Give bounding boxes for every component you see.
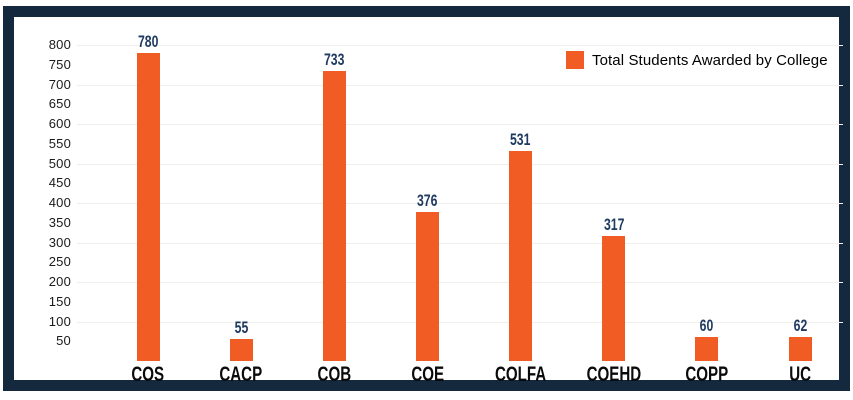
bar-cob xyxy=(322,71,346,361)
y-axis-tick-label-150: 150 xyxy=(48,293,71,309)
x-axis-category-label-copp: COPP xyxy=(685,363,729,386)
bar-cacp xyxy=(229,339,253,361)
legend-swatch-icon xyxy=(566,51,584,69)
y-axis-tick-label-300: 300 xyxy=(48,234,71,250)
bar-coe xyxy=(415,212,439,361)
x-axis-category-label-uc: UC xyxy=(789,363,811,386)
x-axis-category-label-cos: COS xyxy=(131,363,165,386)
bar-value-label-cacp: 55 xyxy=(234,318,248,338)
gridline-500 xyxy=(77,163,843,165)
y-axis-tick-label-600: 600 xyxy=(48,116,71,131)
bar-cos xyxy=(136,52,160,361)
bar-value-label-coe: 376 xyxy=(417,191,438,211)
gridline-200 xyxy=(77,282,843,283)
gridline-600 xyxy=(77,124,843,125)
y-axis-tick-label-250: 250 xyxy=(48,254,71,270)
x-axis-category-label-colfa: COLFA xyxy=(494,363,547,386)
bar-uc xyxy=(788,336,812,361)
bar-colfa xyxy=(509,151,533,361)
gridline-100 xyxy=(77,321,843,323)
y-axis-tick-label-550: 550 xyxy=(48,135,71,151)
y-axis-tick-label-750: 750 xyxy=(48,56,71,72)
y-axis-tick-label-650: 650 xyxy=(48,96,71,112)
bar-copp xyxy=(695,337,719,361)
chart-frame: 50 100 150 200 250 300 350 400 450 500 550 600 650 70… xyxy=(3,6,850,391)
x-axis-category-label-cob: COB xyxy=(317,363,352,386)
y-axis-tick-label-100: 100 xyxy=(48,313,71,329)
x-axis-category-label-cacp: CACP xyxy=(219,363,263,386)
legend: Total Students Awarded by College xyxy=(566,51,828,69)
y-axis-tick-label-700: 700 xyxy=(48,76,71,92)
bar-value-label-cos: 780 xyxy=(137,31,159,51)
bar-value-label-colfa: 531 xyxy=(510,130,531,150)
x-axis-category-label-coehd: COEHD xyxy=(586,363,642,386)
bar-value-label-cob: 733 xyxy=(324,50,345,70)
x-axis-category-label-coe: COE xyxy=(411,363,444,386)
y-axis-tick-label-500: 500 xyxy=(48,155,71,171)
y-axis-tick-label-400: 400 xyxy=(48,195,71,210)
bar-coehd xyxy=(602,235,626,361)
gridline-700 xyxy=(77,84,843,86)
gridline-300 xyxy=(77,242,843,244)
gridline-400 xyxy=(77,203,843,204)
y-axis-tick-label-50: 50 xyxy=(56,333,71,349)
bar-value-label-copp: 60 xyxy=(700,316,714,336)
y-axis-tick-label-200: 200 xyxy=(48,274,71,289)
y-axis-tick-label-450: 450 xyxy=(48,175,71,191)
legend-label: Total Students Awarded by College xyxy=(592,51,828,69)
y-axis-tick-label-350: 350 xyxy=(48,214,71,230)
gridline-800 xyxy=(77,45,843,46)
bar-value-label-coehd: 317 xyxy=(603,214,624,234)
bar-value-label-uc: 62 xyxy=(793,315,807,335)
plot-area: 50 100 150 200 250 300 350 400 450 500 550 600 650 70… xyxy=(28,31,853,397)
y-axis-tick-label-800: 800 xyxy=(48,37,71,52)
